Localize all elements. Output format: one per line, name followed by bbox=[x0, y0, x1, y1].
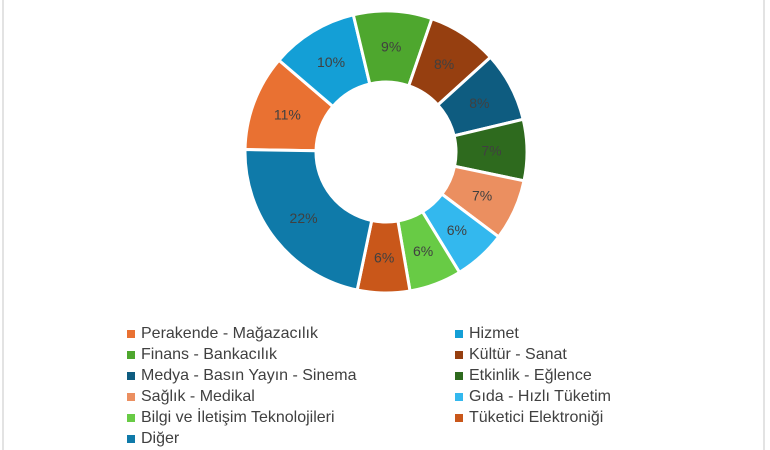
doughnut-chart: 11% 10% 9% 8% 8% 7% 7% 6% 6% 6% 22% bbox=[243, 9, 529, 295]
chart-legend: Perakende - Mağazacılık Hizmet Finans - Ba… bbox=[127, 323, 647, 449]
legend-label: Gıda - Hızlı Tüketim bbox=[469, 387, 611, 405]
legend-swatch-icon bbox=[127, 371, 135, 380]
data-label: 6% bbox=[374, 249, 394, 265]
legend-item: Bilgi ve İletişim Teknolojileri bbox=[127, 407, 455, 428]
legend-label: Hizmet bbox=[469, 324, 519, 342]
data-label: 8% bbox=[434, 56, 454, 72]
legend-swatch-icon bbox=[455, 413, 463, 422]
legend-swatch-icon bbox=[127, 392, 135, 401]
legend-swatch-icon bbox=[127, 350, 135, 359]
data-label: 7% bbox=[481, 143, 501, 159]
data-label: 9% bbox=[381, 39, 401, 55]
data-label: 6% bbox=[413, 243, 433, 259]
legend-label: Medya - Basın Yayın - Sinema bbox=[141, 366, 357, 384]
legend-swatch-icon bbox=[455, 329, 463, 338]
legend-swatch-icon bbox=[455, 350, 463, 359]
legend-label: Tüketici Elektroniği bbox=[469, 408, 604, 426]
legend-swatch-icon bbox=[127, 434, 135, 443]
legend-label: Diğer bbox=[141, 429, 180, 447]
data-label: 7% bbox=[472, 188, 492, 204]
legend-item: Medya - Basın Yayın - Sinema bbox=[127, 365, 455, 386]
legend-swatch-icon bbox=[127, 413, 135, 422]
legend-swatch-icon bbox=[455, 371, 463, 380]
legend-item: Diğer bbox=[127, 428, 455, 449]
legend-label: Kültür - Sanat bbox=[469, 345, 567, 363]
legend-item: Kültür - Sanat bbox=[455, 344, 647, 365]
legend-item: Finans - Bankacılık bbox=[127, 344, 455, 365]
legend-label: Bilgi ve İletişim Teknolojileri bbox=[141, 408, 335, 426]
legend-swatch-icon bbox=[127, 329, 135, 338]
legend-label: Finans - Bankacılık bbox=[141, 345, 278, 363]
legend-label: Sağlık - Medikal bbox=[141, 387, 255, 405]
data-label: 6% bbox=[447, 222, 467, 238]
data-label: 8% bbox=[469, 95, 489, 111]
legend-swatch-icon bbox=[455, 392, 463, 401]
legend-item: Perakende - Mağazacılık bbox=[127, 323, 455, 344]
legend-label: Etkinlik - Eğlence bbox=[469, 366, 592, 384]
legend-item: Hizmet bbox=[455, 323, 647, 344]
doughnut-slice bbox=[243, 148, 374, 292]
data-label: 10% bbox=[317, 54, 345, 70]
data-label: 11% bbox=[274, 107, 301, 123]
data-label: 22% bbox=[290, 210, 318, 226]
legend-item: Etkinlik - Eğlence bbox=[455, 365, 647, 386]
legend-item: Sağlık - Medikal bbox=[127, 386, 455, 407]
legend-item: Tüketici Elektroniği bbox=[455, 407, 647, 428]
legend-label: Perakende - Mağazacılık bbox=[141, 324, 318, 342]
legend-item: Gıda - Hızlı Tüketim bbox=[455, 386, 647, 407]
